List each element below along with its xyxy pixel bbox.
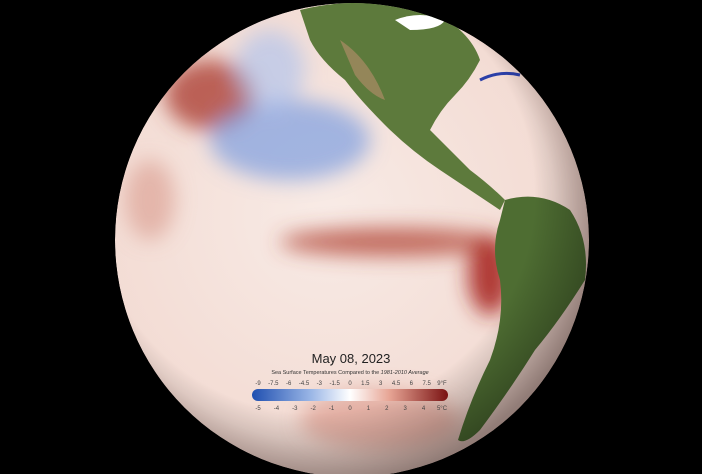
legend-ticks: -9 -7.5 -6 -4.5 -3 -1.5 0 1.5 3 4.5 6 7.5 9°F -5 -4 -3 -… xyxy=(255,381,447,412)
fahrenheit-tick: -3 xyxy=(317,381,323,387)
fahrenheit-tick: 9°F xyxy=(437,381,447,387)
celsius-tick: -3 xyxy=(292,406,298,412)
legend-title-emphasis: 1981-2010 Average xyxy=(381,370,429,376)
fahrenheit-tick: -4.5 xyxy=(299,381,310,387)
fahrenheit-tick: -6 xyxy=(286,381,292,387)
legend-title-prefix: Sea Surface Temperatures Compared to the xyxy=(271,370,380,376)
fahrenheit-tick: -1.5 xyxy=(329,381,340,387)
fahrenheit-tick: -9 xyxy=(255,381,261,387)
celsius-tick: -4 xyxy=(274,406,280,412)
color-scale xyxy=(252,389,448,401)
celsius-tick: 2 xyxy=(385,406,389,412)
legend-title: Sea Surface Temperatures Compared to the… xyxy=(271,370,428,376)
date-label: May 08, 2023 xyxy=(312,351,391,366)
celsius-tick: -1 xyxy=(329,406,335,412)
celsius-tick: -5 xyxy=(255,406,261,412)
globe xyxy=(115,3,589,474)
celsius-tick: 4 xyxy=(422,406,426,412)
celsius-tick: 5°C xyxy=(437,406,448,412)
fahrenheit-tick: 6 xyxy=(410,381,414,387)
fahrenheit-tick: 4.5 xyxy=(392,381,401,387)
celsius-tick: 3 xyxy=(404,406,408,412)
celsius-tick: 0 xyxy=(348,406,352,412)
celsius-tick: 1 xyxy=(367,406,371,412)
fahrenheit-tick: 7.5 xyxy=(422,381,431,387)
celsius-tick: -2 xyxy=(311,406,317,412)
fahrenheit-tick: -7.5 xyxy=(268,381,279,387)
fahrenheit-tick: 1.5 xyxy=(361,381,370,387)
fahrenheit-tick: 0 xyxy=(348,381,352,387)
fahrenheit-tick: 3 xyxy=(379,381,383,387)
